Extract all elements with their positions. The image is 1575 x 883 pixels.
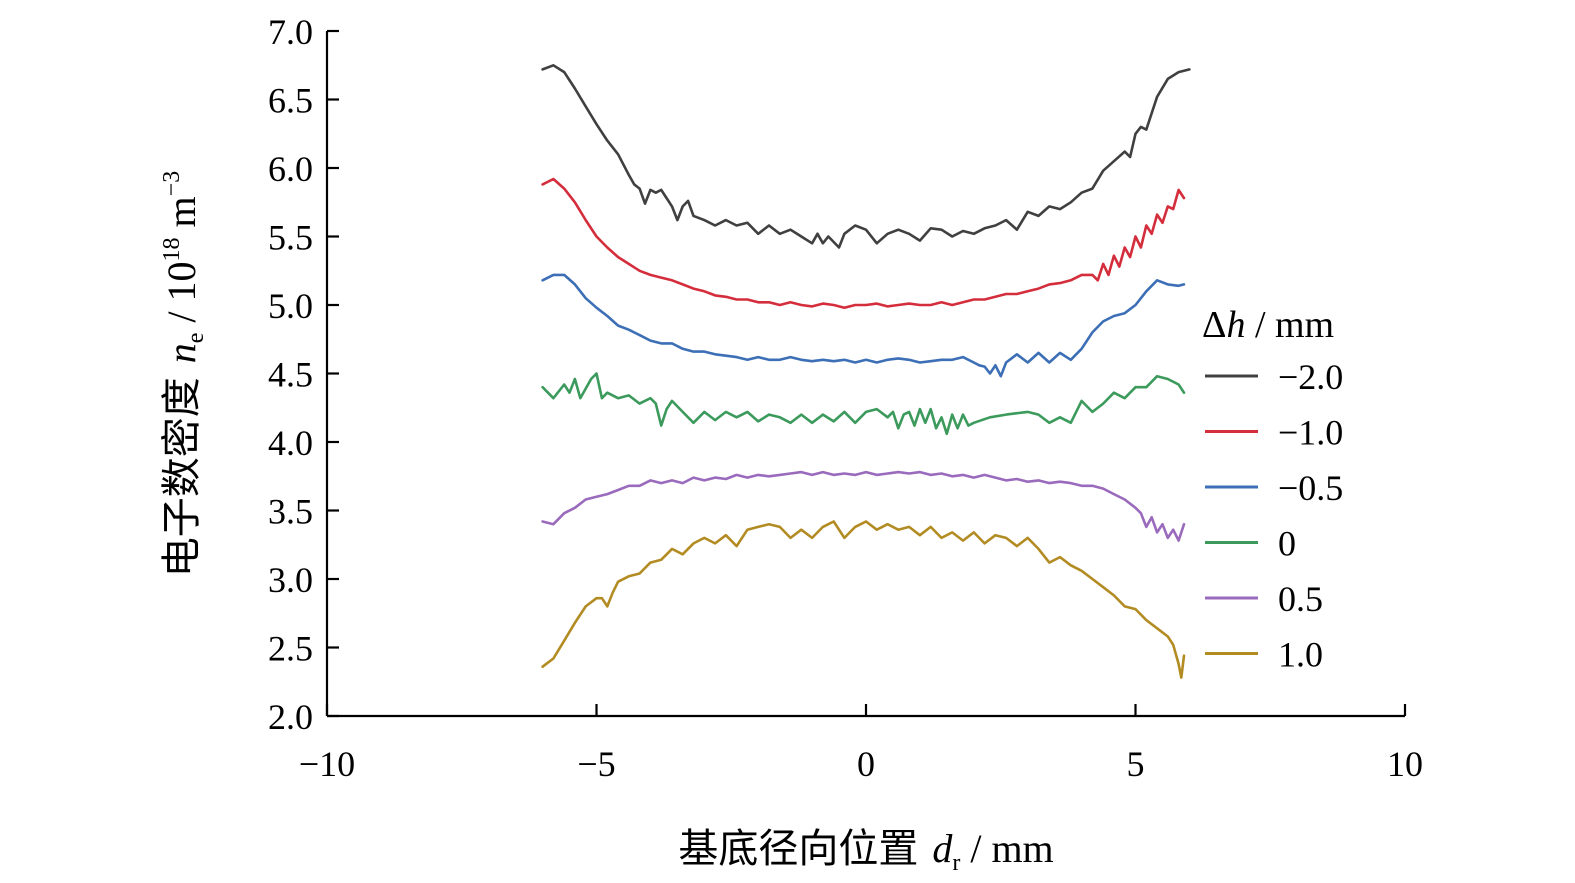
series-line-3 bbox=[541, 372, 1186, 436]
y-tick-label: 4.0 bbox=[268, 423, 313, 463]
y-tick-label: 7.0 bbox=[268, 12, 313, 52]
x-tick-label: 10 bbox=[1387, 744, 1423, 784]
y-tick-label: 5.5 bbox=[268, 218, 313, 258]
series-line-5 bbox=[541, 520, 1186, 679]
x-tick-label: 5 bbox=[1127, 744, 1145, 784]
legend-items: −2.0 −1.0 −0.5 0 0.5 1.0 bbox=[1205, 357, 1343, 675]
x-tick-label: −10 bbox=[299, 744, 355, 784]
legend: Δh / mm −2.0 −1.0 −0.5 0 0.5 1.0 bbox=[1202, 304, 1343, 675]
legend-label: 0 bbox=[1278, 524, 1296, 564]
y-tick-label: 3.0 bbox=[268, 560, 313, 600]
y-axis-ticks: 2.0 2.5 3.0 3.5 4.0 4.5 5.0 5.5 6.0 6.5 7.0 bbox=[268, 12, 339, 737]
y-tick-label: 4.5 bbox=[268, 355, 313, 395]
legend-label: 1.0 bbox=[1278, 635, 1323, 675]
series-line-4 bbox=[541, 470, 1186, 542]
series-lines bbox=[541, 64, 1191, 679]
series-line-2 bbox=[541, 273, 1186, 378]
y-tick-label: 5.0 bbox=[268, 286, 313, 326]
x-axis-label: 基底径向位置 dr / mm bbox=[678, 826, 1053, 876]
series-line-1 bbox=[541, 177, 1186, 309]
y-tick-label: 3.5 bbox=[268, 492, 313, 532]
y-tick-label: 6.0 bbox=[268, 149, 313, 189]
y-tick-label: 6.5 bbox=[268, 81, 313, 121]
legend-label: −1.0 bbox=[1278, 413, 1343, 453]
legend-label: −0.5 bbox=[1278, 468, 1343, 508]
legend-label: 0.5 bbox=[1278, 579, 1323, 619]
x-tick-label: 0 bbox=[857, 744, 875, 784]
x-axis-ticks: −10 −5 0 5 10 bbox=[299, 704, 1423, 784]
series-line-0 bbox=[541, 64, 1191, 249]
y-axis-label: 电子数密度ne / 1018 m−3 bbox=[159, 171, 209, 577]
legend-label: −2.0 bbox=[1278, 357, 1343, 397]
y-tick-label: 2.5 bbox=[268, 629, 313, 669]
x-tick-label: −5 bbox=[577, 744, 615, 784]
legend-title: Δh / mm bbox=[1202, 304, 1334, 346]
y-tick-label: 2.0 bbox=[268, 697, 313, 737]
